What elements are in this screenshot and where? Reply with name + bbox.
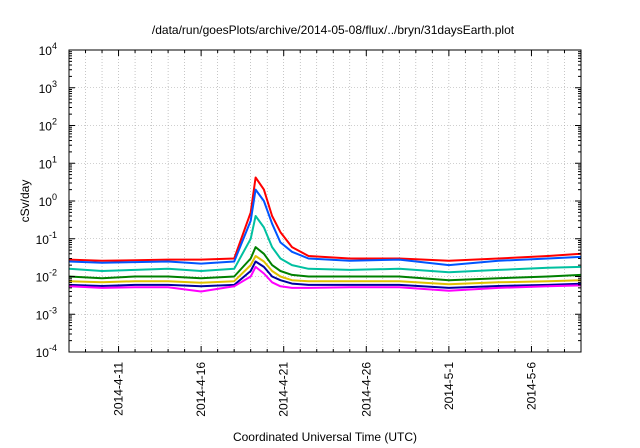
y-tick-label-exponent: -1 <box>49 230 57 240</box>
x-tick-label: 2014-4-21 <box>277 362 291 417</box>
chart-title: /data/run/goesPlots/archive/2014-05-08/f… <box>152 23 515 37</box>
y-tick-label-exponent: -4 <box>49 343 57 353</box>
series-line-6 <box>68 260 582 289</box>
y-tick-label-exponent: 0 <box>52 192 57 202</box>
y-tick-label: 10-2 <box>36 268 57 285</box>
y-tick-label-exponent: -3 <box>49 305 57 315</box>
x-tick-label: 2014-5-6 <box>524 362 538 410</box>
series-line-3 <box>68 215 582 274</box>
y-tick-label-base: 10 <box>39 82 53 96</box>
grid <box>69 50 581 352</box>
y-tick-label: 10-1 <box>36 230 57 247</box>
y-tick-label-base: 10 <box>39 157 53 171</box>
series-group <box>68 176 582 293</box>
y-tick-label: 103 <box>39 79 57 96</box>
y-tick-label-exponent: 4 <box>52 41 57 51</box>
y-tick-label-base: 10 <box>36 308 50 322</box>
y-tick-label: 10-4 <box>36 343 57 360</box>
x-tick-label: 2014-5-1 <box>442 362 456 410</box>
x-tick-label: 2014-4-26 <box>359 362 373 417</box>
y-tick-label-exponent: -2 <box>49 268 57 278</box>
y-tick-label-exponent: 2 <box>52 117 57 127</box>
x-axis: 2014-4-11 2014-4-16 2014-4-21 2014-4-26 2014… <box>85 50 565 417</box>
y-tick-label: 100 <box>39 192 57 209</box>
y-tick-label: 10-3 <box>36 305 57 322</box>
y-tick-label-base: 10 <box>39 120 53 134</box>
y-tick-label-exponent: 1 <box>52 154 57 164</box>
y-tick-label-exponent: 3 <box>52 79 57 89</box>
y-tick-label: 101 <box>39 154 57 171</box>
series-line-1 <box>68 176 582 262</box>
series-line-4 <box>68 246 582 282</box>
series-line-7 <box>68 265 582 293</box>
y-axis-label: cSv/day <box>18 180 32 223</box>
series-line-2 <box>68 188 582 267</box>
y-tick-label: 102 <box>39 117 57 134</box>
x-axis-label: Coordinated Universal Time (UTC) <box>233 430 417 444</box>
y-tick-label-base: 10 <box>39 195 53 209</box>
y-tick-label-base: 10 <box>36 233 50 247</box>
x-tick-label: 2014-4-11 <box>112 362 126 416</box>
y-tick-label: 104 <box>39 41 57 58</box>
x-tick-label: 2014-4-16 <box>194 362 208 417</box>
y-tick-label-base: 10 <box>36 346 50 360</box>
y-tick-label-base: 10 <box>39 44 53 58</box>
series-line-5 <box>68 255 582 286</box>
y-tick-label-base: 10 <box>36 271 50 285</box>
